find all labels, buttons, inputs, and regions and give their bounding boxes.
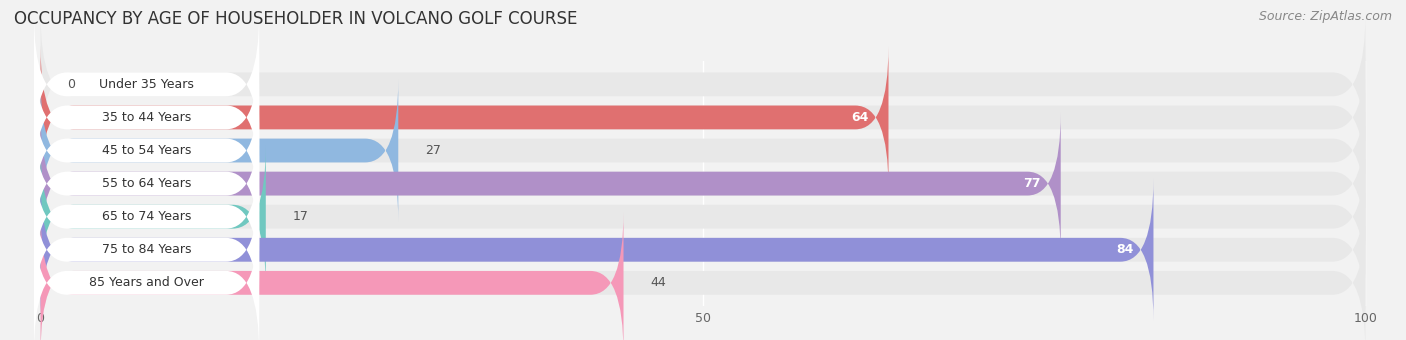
Text: OCCUPANCY BY AGE OF HOUSEHOLDER IN VOLCANO GOLF COURSE: OCCUPANCY BY AGE OF HOUSEHOLDER IN VOLCA… <box>14 10 578 28</box>
Text: 84: 84 <box>1116 243 1133 256</box>
FancyBboxPatch shape <box>41 113 1365 254</box>
Text: 27: 27 <box>425 144 440 157</box>
Text: 44: 44 <box>650 276 666 289</box>
FancyBboxPatch shape <box>41 47 1365 188</box>
FancyBboxPatch shape <box>41 113 1060 254</box>
Text: 64: 64 <box>851 111 869 124</box>
FancyBboxPatch shape <box>41 212 623 340</box>
Text: 77: 77 <box>1024 177 1040 190</box>
Text: 35 to 44 Years: 35 to 44 Years <box>101 111 191 124</box>
FancyBboxPatch shape <box>41 146 1365 288</box>
Text: 17: 17 <box>292 210 308 223</box>
Text: 75 to 84 Years: 75 to 84 Years <box>101 243 191 256</box>
Text: Source: ZipAtlas.com: Source: ZipAtlas.com <box>1258 10 1392 23</box>
FancyBboxPatch shape <box>34 146 259 288</box>
Text: 0: 0 <box>67 78 75 91</box>
FancyBboxPatch shape <box>34 212 259 340</box>
FancyBboxPatch shape <box>41 212 1365 340</box>
FancyBboxPatch shape <box>41 146 266 288</box>
Text: 45 to 54 Years: 45 to 54 Years <box>101 144 191 157</box>
FancyBboxPatch shape <box>41 14 1365 155</box>
FancyBboxPatch shape <box>34 47 259 188</box>
FancyBboxPatch shape <box>41 179 1153 321</box>
FancyBboxPatch shape <box>41 80 1365 221</box>
FancyBboxPatch shape <box>41 47 889 188</box>
Text: Under 35 Years: Under 35 Years <box>98 78 194 91</box>
FancyBboxPatch shape <box>34 179 259 321</box>
FancyBboxPatch shape <box>34 113 259 254</box>
FancyBboxPatch shape <box>34 80 259 221</box>
Text: 55 to 64 Years: 55 to 64 Years <box>101 177 191 190</box>
FancyBboxPatch shape <box>41 80 398 221</box>
Text: 65 to 74 Years: 65 to 74 Years <box>101 210 191 223</box>
FancyBboxPatch shape <box>34 14 259 155</box>
Text: 85 Years and Over: 85 Years and Over <box>89 276 204 289</box>
FancyBboxPatch shape <box>41 179 1365 321</box>
